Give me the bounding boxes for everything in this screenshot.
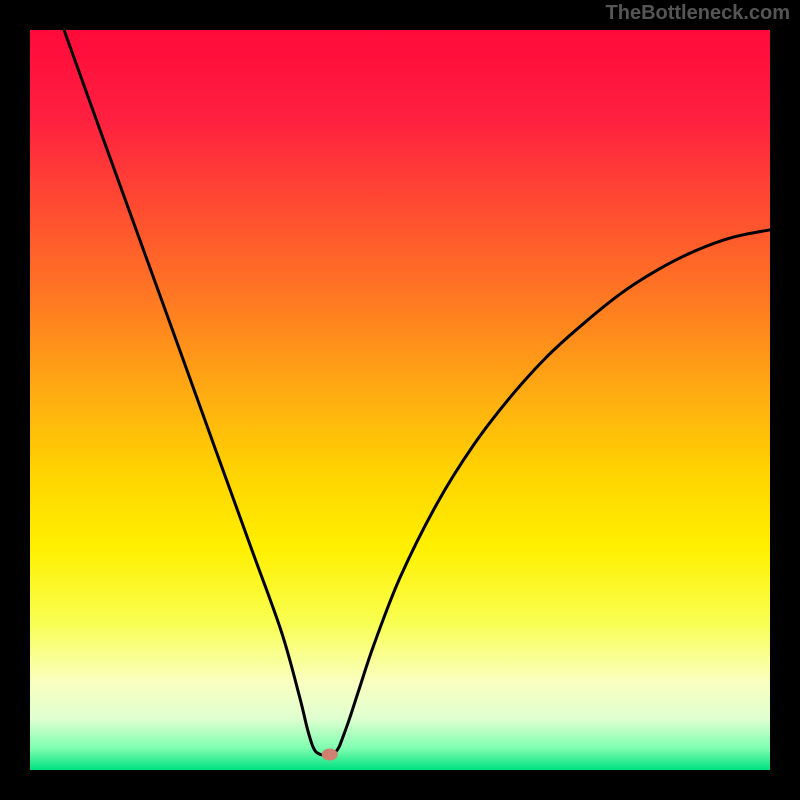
bottleneck-chart: [0, 0, 800, 800]
optimum-marker: [322, 748, 338, 760]
watermark-text: TheBottleneck.com: [606, 2, 790, 25]
plot-background: [30, 30, 770, 770]
chart-container: TheBottleneck.com: [0, 0, 800, 800]
